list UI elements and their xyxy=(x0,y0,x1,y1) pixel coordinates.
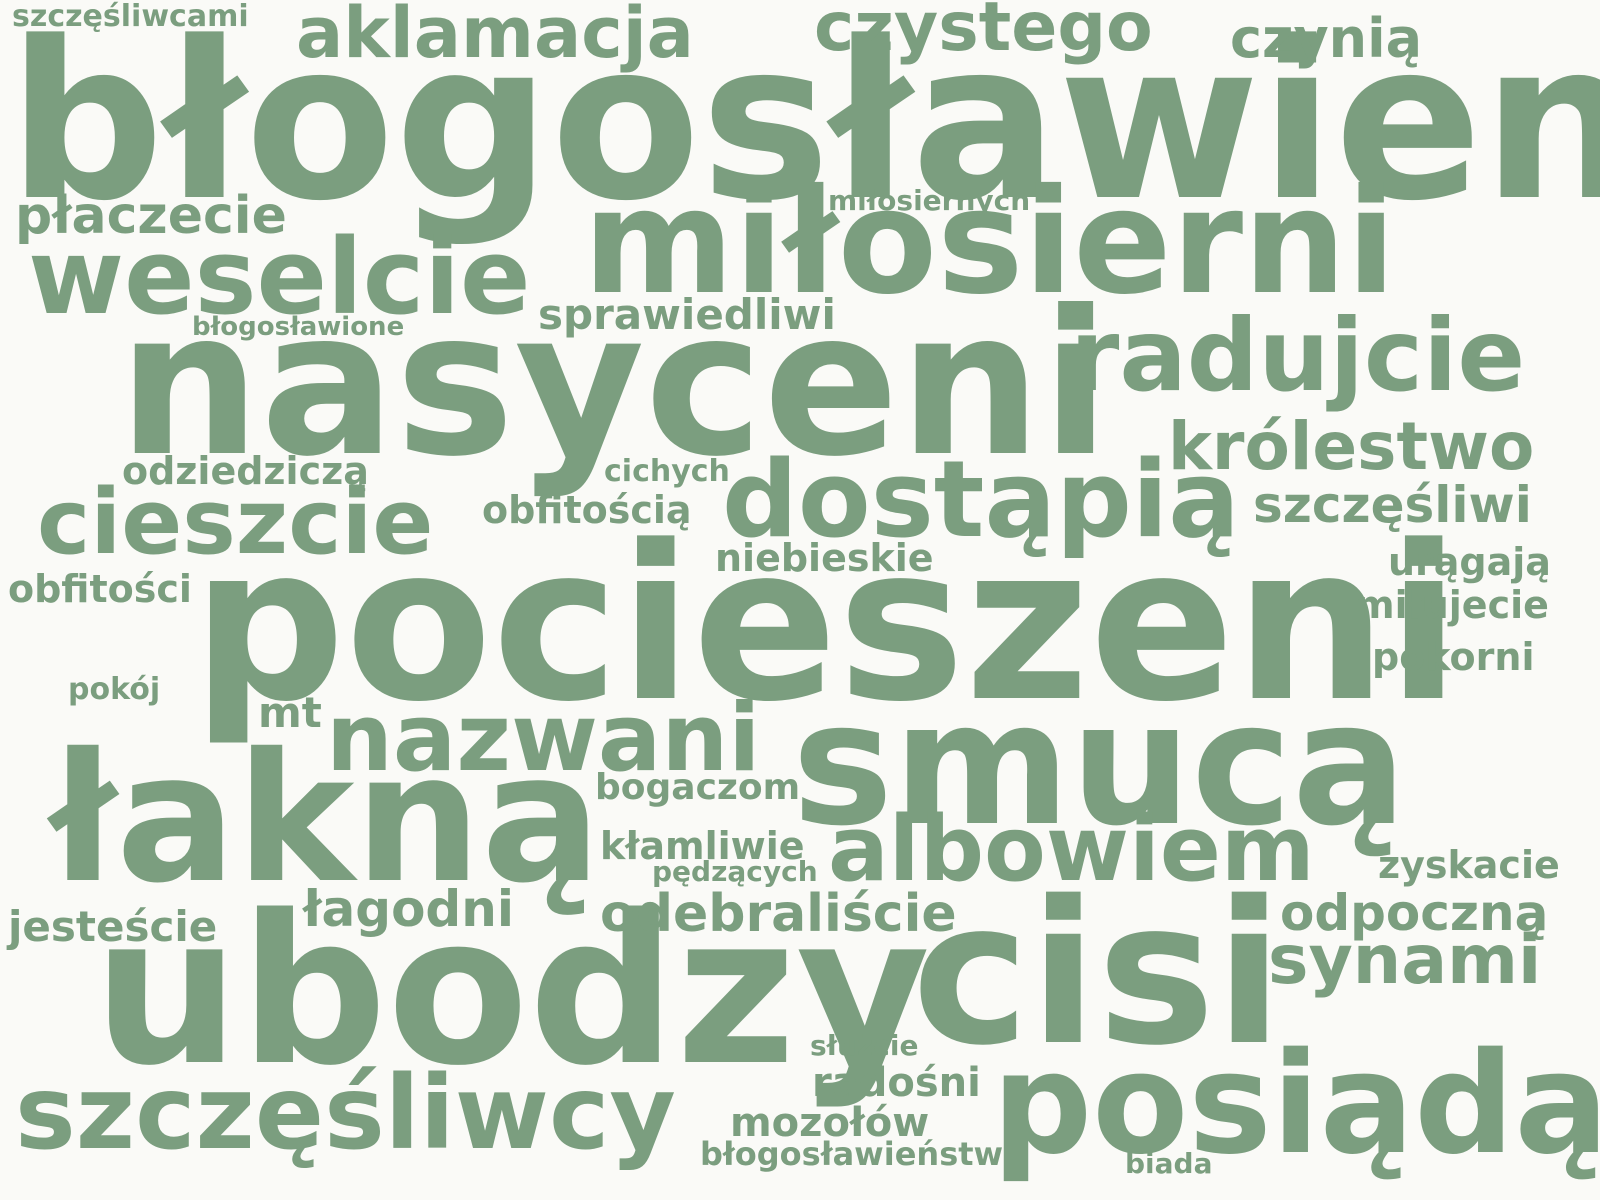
word-milosiernych: miłosiernych xyxy=(828,184,1031,217)
word-szczesliwi: szczęśliwi xyxy=(1253,476,1532,534)
word-czystego: czystego xyxy=(814,0,1153,67)
word-zyskacie: zyskacie xyxy=(1378,843,1560,887)
word-sluzcie: służcie xyxy=(810,1029,919,1062)
word-radosni: radośni xyxy=(812,1060,981,1106)
word-lakna: łakną xyxy=(50,715,602,922)
word-pokoj: pokój xyxy=(68,672,161,707)
word-nasyceni: nasyceni xyxy=(118,268,1110,501)
word-radujcie: radujcie xyxy=(1070,297,1526,414)
word-biada: biada xyxy=(1125,1147,1213,1180)
word-pedzacych: pędzących xyxy=(652,855,818,888)
word-blogoslawieni: błogosławieni xyxy=(8,0,1600,249)
word-albowiem: albowiem xyxy=(828,797,1315,902)
word-odebraliscie: odebraliście xyxy=(600,884,957,944)
word-blogoslawienstw: błogosławieństw xyxy=(700,1135,1004,1173)
word-klamliwie: kłamliwie xyxy=(600,824,805,868)
word-uragaja: urągają xyxy=(1388,540,1551,584)
word-szczesliwcy: szczęśliwcy xyxy=(15,1054,676,1173)
word-bogaczom: bogaczom xyxy=(595,767,801,808)
word-lagodni: łagodni xyxy=(303,880,514,938)
word-nazwani: nazwani xyxy=(326,684,761,793)
word-milujecie: miłujecie xyxy=(1355,583,1549,627)
word-cisi: cisi xyxy=(912,858,1283,1089)
word-aklamacja: aklamacja xyxy=(296,0,694,74)
word-krolestwo: królestwo xyxy=(1168,408,1535,485)
word-niebieskie: niebieskie xyxy=(715,536,934,580)
word-odpoczna: odpoczną xyxy=(1280,884,1549,942)
word-posiada: posiądą xyxy=(992,1023,1600,1186)
word-weselcie: weselcie xyxy=(28,216,531,338)
word-cichych: cichych xyxy=(604,454,730,489)
word-mt: mt xyxy=(258,688,322,737)
word-pocieszeni: pocieszeni xyxy=(192,500,1461,749)
word-mozolow: mozołów xyxy=(730,1100,930,1146)
word-sprawiedliwi: sprawiedliwi xyxy=(538,290,836,339)
word-pokorni: pokorni xyxy=(1372,635,1535,679)
word-jestescie: jesteście xyxy=(8,902,218,951)
word-milosierni: miłosierni xyxy=(583,158,1397,327)
word-placzecie: płaczecie xyxy=(15,186,287,246)
word-obfitosci: obfitości xyxy=(8,567,192,611)
word-ubodzy: ubodzy xyxy=(93,871,931,1111)
word-szczesliwcami: szczęśliwcami xyxy=(12,0,249,34)
word-odziedzicza: odziedziczą xyxy=(122,449,369,493)
word-cieszcie: cieszcie xyxy=(37,470,434,575)
word-obfitoscia: obfitością xyxy=(482,488,692,532)
word-dostapia: dostąpią xyxy=(722,438,1240,561)
word-smuca: smucą xyxy=(792,666,1407,864)
word-blogoslawione: błogosławione xyxy=(192,312,405,342)
word-czynia: czynią xyxy=(1230,7,1423,70)
word-synami: synami xyxy=(1268,921,1542,1000)
